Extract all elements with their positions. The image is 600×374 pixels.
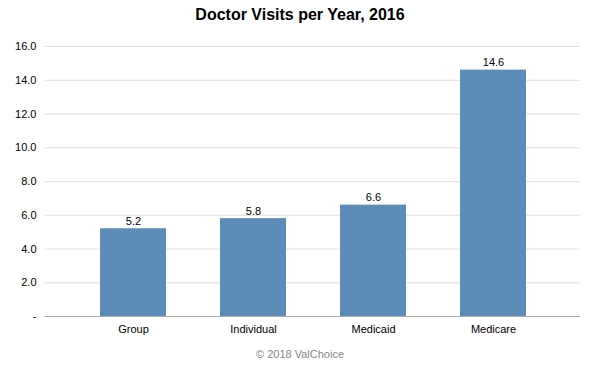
svg-text:2.0: 2.0 <box>21 276 36 288</box>
svg-text:12.0: 12.0 <box>15 108 36 120</box>
svg-text:5.2: 5.2 <box>126 215 141 227</box>
svg-text:14.0: 14.0 <box>15 74 36 86</box>
svg-text:14.6: 14.6 <box>483 56 504 68</box>
svg-text:8.0: 8.0 <box>21 175 36 187</box>
svg-text:Medicaid: Medicaid <box>351 323 395 335</box>
svg-text:6.0: 6.0 <box>21 209 36 221</box>
svg-text:16.0: 16.0 <box>15 40 36 52</box>
svg-text:4.0: 4.0 <box>21 243 36 255</box>
svg-text:Medicare: Medicare <box>471 323 516 335</box>
svg-text:-: - <box>33 310 37 322</box>
svg-text:Group: Group <box>118 323 149 335</box>
svg-text:6.6: 6.6 <box>366 191 381 203</box>
svg-text:Individual: Individual <box>230 323 276 335</box>
html-text:© 2018 ValChoice: © 2018 ValChoice <box>256 348 344 360</box>
svg-text:5.8: 5.8 <box>246 205 261 217</box>
svg-text:10.0: 10.0 <box>15 141 36 153</box>
html-text:Doctor Visits per Year, 2016: Doctor Visits per Year, 2016 <box>195 6 405 23</box>
